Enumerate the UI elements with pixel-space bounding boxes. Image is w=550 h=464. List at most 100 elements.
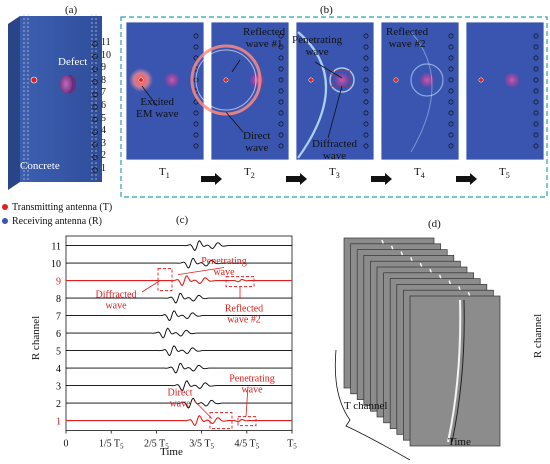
t-channel-brace — [334, 349, 411, 460]
t-channel-bscan-stack — [334, 237, 501, 460]
frame-time-label: T2 — [244, 166, 255, 181]
leader-line — [141, 85, 158, 107]
wave-frame — [190, 21, 290, 161]
x-tick-label: 1/5 T5 — [99, 439, 124, 451]
frame-time-label: T4 — [414, 166, 425, 181]
chart-annotation: Diffracted — [96, 289, 137, 300]
channel-number: 4 — [101, 125, 106, 137]
channel-tick-label: 1 — [56, 417, 61, 428]
legend-transmitter: Transmitting antenna (T) — [2, 200, 112, 214]
panel-b-label: (b) — [320, 4, 333, 16]
waveform-trace — [66, 275, 292, 287]
highlight-box — [157, 268, 173, 292]
channel-tick-label: 6 — [56, 329, 61, 340]
channel-tick-label: 10 — [51, 259, 61, 270]
t-channel-label: T channel — [344, 400, 388, 412]
channel-number: 8 — [101, 74, 106, 86]
channel-number: 7 — [101, 87, 106, 99]
channel-tick-label: 3 — [56, 382, 61, 393]
leader-line — [225, 111, 244, 133]
receiver-marker — [92, 66, 98, 72]
bscan-slice — [409, 295, 501, 447]
wave-frames-panel — [120, 16, 548, 198]
waveform-trace — [66, 397, 292, 409]
annotation-excited-wave: Excited EM wave — [136, 96, 179, 120]
receiver-dot-icon — [2, 218, 8, 224]
legend: Transmitting antenna (T) Receiving anten… — [2, 200, 112, 228]
waveform-trace — [66, 257, 292, 269]
waveform-trace — [66, 240, 292, 251]
wave-frame — [295, 21, 375, 161]
waveform-trace — [66, 380, 292, 392]
chart-annotation: Direct — [168, 387, 193, 398]
channel-number: 10 — [101, 49, 111, 61]
receiver-marker — [92, 104, 98, 110]
waveform-trace — [66, 345, 292, 357]
annotation-diffracted-wave: Diffracted wave — [312, 138, 357, 162]
channel-tick-label: 7 — [56, 312, 61, 323]
x-tick-label: 0 — [64, 439, 69, 450]
receiver-marker — [92, 41, 98, 47]
arrow-icon — [456, 173, 477, 185]
receiver-marker — [92, 167, 98, 173]
concrete-slab-3d — [8, 14, 102, 190]
receiver-marker — [92, 79, 98, 85]
annotation-penetrating-wave: Penetrating wave — [292, 34, 343, 58]
chart-d-ylabel: R channel — [532, 313, 544, 359]
receiver-marker — [92, 53, 98, 60]
receiver-marker — [92, 129, 98, 135]
legend-receiver: Receiving antenna (R) — [2, 214, 112, 228]
frame-time-label: T3 — [329, 166, 340, 181]
annotation-reflected-wave-1: Reflected wave #1 — [243, 26, 286, 50]
waveform-trace — [66, 292, 292, 304]
wave-frame — [465, 21, 545, 161]
wave-frame — [380, 21, 460, 161]
leader-line — [231, 59, 241, 73]
chart-annotation: Penetrating — [229, 373, 275, 384]
channel-tick-label: 8 — [56, 294, 61, 305]
panel-c-label: (c) — [176, 214, 189, 226]
leader-line — [327, 85, 343, 139]
panel-d-label: (d) — [428, 218, 441, 230]
legend-transmitter-text: Transmitting antenna (T) — [12, 201, 113, 213]
chart-c-xlabel: Time — [160, 446, 183, 458]
receiver-marker — [92, 116, 98, 123]
receiver-marker — [92, 154, 98, 161]
channel-number: 9 — [101, 62, 106, 74]
legend-receiver-text: Receiving antenna (R) — [12, 215, 102, 227]
waveform-trace — [66, 327, 292, 339]
arrow-icon — [371, 173, 392, 185]
chart-annotation: wave — [105, 300, 127, 311]
frame-time-label: T1 — [159, 166, 170, 181]
highlight-box — [225, 276, 255, 288]
wave-frame — [125, 21, 205, 161]
panel-a-label: (a) — [65, 4, 78, 16]
chart-d-xlabel: Time — [448, 436, 471, 448]
x-tick-label: 4/5 T5 — [234, 439, 259, 451]
channel-number: 2 — [101, 150, 106, 162]
chart-annotation: Penetrating — [201, 256, 247, 267]
chart-annotation: wave — [241, 384, 263, 395]
channel-number: 1 — [101, 163, 106, 174]
channel-tick-label: 2 — [56, 399, 61, 410]
receiver-marker — [92, 91, 98, 98]
annotation-reflected-wave-2: Reflected wave #2 — [386, 26, 429, 50]
chart-annotation: Reflected — [225, 303, 263, 314]
channel-number: 6 — [101, 100, 106, 111]
channel-tick-label: 5 — [56, 347, 61, 358]
highlight-box — [237, 416, 257, 427]
concrete-label: Concrete — [20, 160, 60, 172]
waveform-trace — [66, 310, 292, 322]
chart-c-ylabel: R channel — [30, 315, 42, 361]
chart-annotation: wave — [169, 398, 191, 409]
chart-annotation: wave — [213, 267, 235, 278]
defect-label: Defect — [58, 56, 88, 68]
channel-tick-label: 11 — [51, 242, 61, 253]
channel-number: 3 — [101, 137, 106, 149]
arrow-icon — [286, 173, 307, 185]
transmitter-dot-icon — [2, 204, 8, 210]
arrow-icon — [201, 173, 222, 185]
x-tick-label: 3/5 T5 — [189, 439, 214, 451]
channel-number: 11 — [101, 37, 111, 48]
